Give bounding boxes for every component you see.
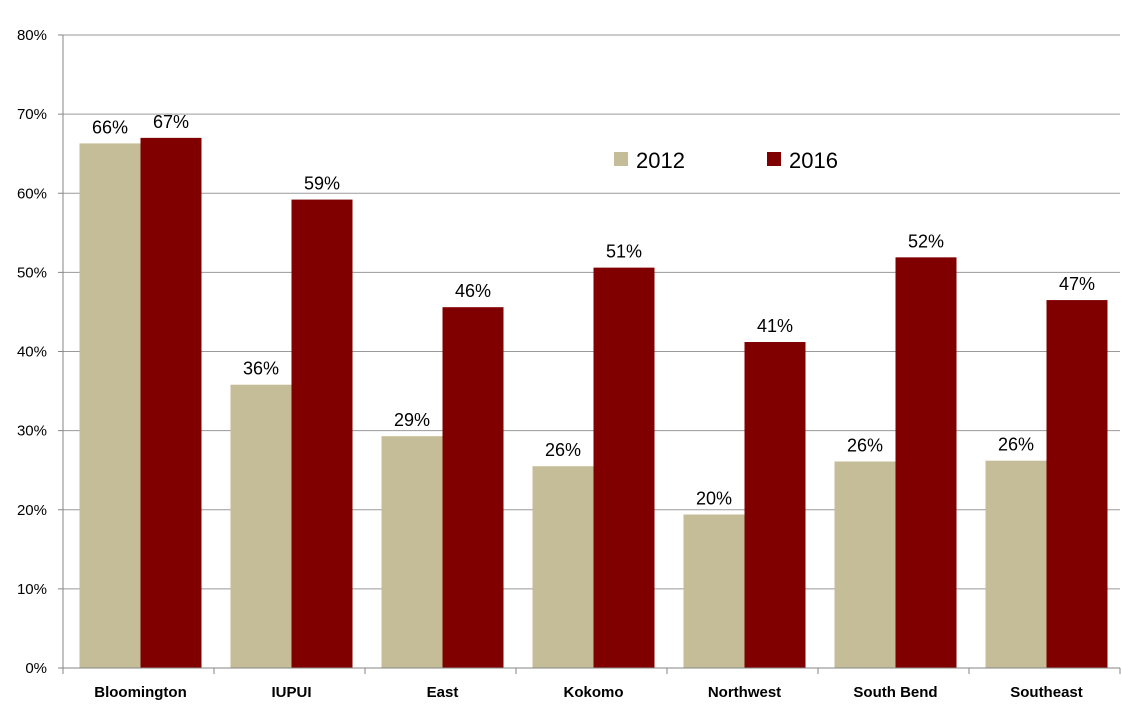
y-tick-label: 80% [17, 27, 47, 44]
axes: 0% 10% 20% 30% 40% 50% 60% 70% 80% Bloomington IUP… [17, 27, 1121, 701]
bar-2012 [532, 466, 594, 668]
data-label: 46% [455, 281, 491, 301]
bar-2012 [683, 514, 745, 668]
data-label: 26% [545, 440, 581, 460]
bar-2012 [985, 460, 1047, 668]
data-label: 52% [908, 231, 944, 251]
bar-2016 [291, 199, 353, 668]
data-label: 36% [243, 359, 279, 379]
bars [79, 137, 1108, 669]
data-label: 26% [998, 435, 1034, 455]
data-label: 47% [1059, 274, 1095, 294]
bar-2016 [1046, 300, 1108, 668]
data-label: 67% [153, 112, 189, 132]
legend: 2012 2016 [614, 148, 838, 173]
x-tick-label: East [427, 684, 459, 701]
data-label: 29% [394, 410, 430, 430]
legend-label: 2016 [789, 148, 838, 173]
x-tick-label: Northwest [708, 684, 781, 701]
bar-2016 [895, 257, 957, 668]
data-label: 51% [606, 242, 642, 262]
y-tick-label: 20% [17, 502, 47, 519]
legend-swatch [614, 152, 628, 166]
bar-2012 [230, 384, 292, 668]
x-tick-label: South Bend [853, 684, 937, 701]
bar-2016 [442, 307, 504, 668]
bar-2016 [744, 342, 806, 668]
data-label: 41% [757, 316, 793, 336]
data-labels: 66% 67% 36% 59% 29% 46% 26% 51% 20% 41% 26% 52% 26% 4… [92, 112, 1095, 509]
legend-label: 2012 [636, 148, 685, 173]
data-label: 26% [847, 435, 883, 455]
y-tick-label: 10% [17, 581, 47, 598]
y-tick-label: 30% [17, 423, 47, 440]
y-tick-label: 70% [17, 106, 47, 123]
data-label: 59% [304, 174, 340, 194]
x-tick-label: Bloomington [94, 684, 186, 701]
bar-2016 [593, 267, 655, 668]
y-tick-label: 40% [17, 344, 47, 361]
data-label: 66% [92, 117, 128, 137]
y-tick-label: 0% [25, 660, 47, 677]
x-tick-label: Kokomo [564, 684, 624, 701]
y-tick-label: 60% [17, 185, 47, 202]
bar-2012 [381, 436, 443, 668]
data-label: 20% [696, 488, 732, 508]
bar-2012 [834, 461, 896, 668]
legend-swatch [767, 152, 781, 166]
x-tick-label: Southeast [1010, 684, 1083, 701]
y-tick-label: 50% [17, 264, 47, 281]
bar-2012 [79, 143, 141, 668]
x-tick-label: IUPUI [271, 684, 311, 701]
bar-2016 [140, 137, 202, 669]
